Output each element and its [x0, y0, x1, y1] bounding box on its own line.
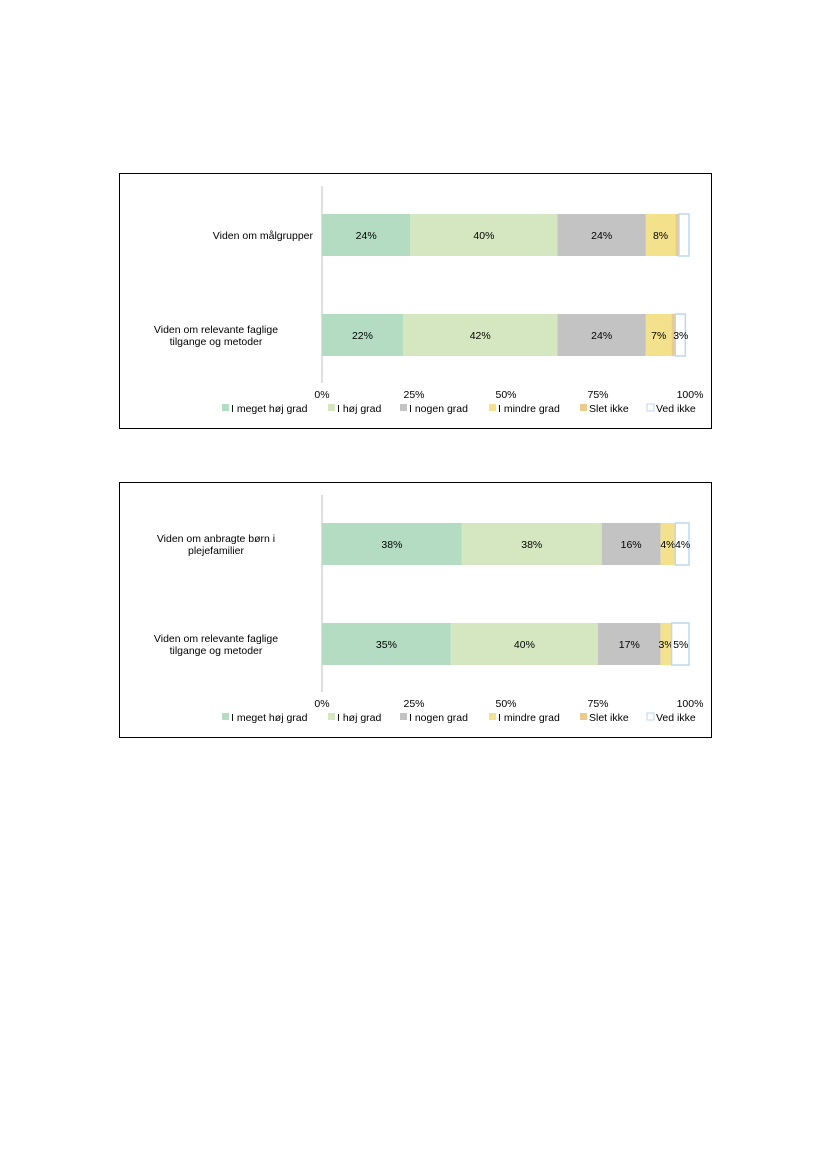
bar-segment-i-nogen-grad: [557, 314, 646, 356]
x-tick-label: 0%: [314, 698, 329, 710]
legend-label-i-hoj-grad: I høj grad: [337, 403, 382, 415]
data-label: 3%: [658, 639, 673, 651]
data-label: 38%: [381, 539, 402, 551]
category-label: Viden om målgrupper: [213, 230, 314, 242]
legend-label-ved-ikke: Ved ikke: [656, 403, 696, 415]
data-label: 8%: [653, 230, 668, 242]
bar-segment-ved-ikke: [670, 622, 690, 666]
data-label: 40%: [473, 230, 494, 242]
legend-swatch-i-hoj-grad: [328, 404, 335, 411]
legend-swatch-i-meget-hoj-grad: [222, 404, 229, 411]
bar-segment-ved-ikke: [674, 313, 687, 357]
chart-panel-1: Viden om målgrupper 24% 40% 24% 8% Viden om r…: [119, 173, 712, 429]
x-tick-label: 75%: [587, 698, 608, 710]
legend-swatch-i-nogen-grad: [400, 404, 407, 411]
data-label: 7%: [651, 330, 666, 342]
bar-segment-ved-ikke: [678, 213, 690, 257]
data-label: 17%: [619, 639, 640, 651]
bar-segment-i-hoj-grad: [461, 523, 602, 565]
data-label: 22%: [352, 330, 373, 342]
legend-swatch-slet-ikke: [580, 404, 587, 411]
bar-segment-i-meget-hoj-grad: [322, 214, 411, 256]
data-label: 35%: [376, 639, 397, 651]
bar-segment-i-mindre-grad: [645, 214, 676, 256]
bar-segment-i-mindre-grad: [660, 523, 676, 565]
legend-swatch-i-nogen-grad: [400, 713, 407, 720]
legend-label-i-nogen-grad: I nogen grad: [409, 403, 468, 415]
data-label: 24%: [356, 230, 377, 242]
legend-label-i-hoj-grad: I høj grad: [337, 712, 382, 724]
bar-segment-i-meget-hoj-grad: [322, 623, 451, 665]
x-tick-label: 100%: [677, 698, 704, 710]
bar-segment-i-hoj-grad: [450, 623, 598, 665]
data-label: 5%: [673, 639, 688, 651]
bar-segment-i-meget-hoj-grad: [322, 523, 462, 565]
bar-segment-i-meget-hoj-grad: [322, 314, 403, 356]
data-label: 24%: [591, 230, 612, 242]
legend-swatch-ved-ikke: [646, 712, 655, 721]
x-tick-label: 50%: [495, 389, 516, 401]
bar-segment-slet-ikke: [671, 314, 676, 356]
bar-segment-i-hoj-grad: [410, 214, 558, 256]
legend-swatch-i-hoj-grad: [328, 713, 335, 720]
data-label: 3%: [673, 330, 688, 342]
x-tick-label: 50%: [495, 698, 516, 710]
category-label: Viden om anbragte børn i plejefamilier: [157, 533, 275, 557]
legend-label-i-meget-hoj-grad: I meget høj grad: [231, 403, 308, 415]
stacked-bar-chart-1: Viden om målgrupper 24% 40% 24% 8% Viden om r…: [154, 186, 704, 415]
legend-label-ved-ikke: Ved ikke: [656, 712, 696, 724]
bar-segment-i-hoj-grad: [402, 314, 558, 356]
x-tick-label: 25%: [403, 698, 424, 710]
legend-swatch-ved-ikke: [646, 403, 655, 412]
data-label: 38%: [521, 539, 542, 551]
legend-swatch-i-mindre-grad: [489, 713, 496, 720]
x-tick-label: 100%: [677, 389, 704, 401]
bar-segment-slet-ikke: [675, 214, 679, 256]
data-label: 24%: [591, 330, 612, 342]
data-label: 16%: [621, 539, 642, 551]
legend-swatch-i-mindre-grad: [489, 404, 496, 411]
data-label: 40%: [514, 639, 535, 651]
bar-segment-i-mindre-grad: [660, 623, 672, 665]
x-tick-label: 0%: [314, 389, 329, 401]
chart-panel-2: Viden om anbragte børn i plejefamilier 38%…: [119, 482, 712, 738]
legend-swatch-slet-ikke: [580, 713, 587, 720]
bar-segment-i-nogen-grad: [557, 214, 646, 256]
data-label: 4%: [660, 539, 675, 551]
bar-segment-ved-ikke: [674, 522, 690, 566]
data-label: 4%: [675, 539, 690, 551]
x-tick-label: 25%: [403, 389, 424, 401]
legend-label-slet-ikke: Slet ikke: [589, 712, 629, 724]
legend-label-i-nogen-grad: I nogen grad: [409, 712, 468, 724]
category-label: Viden om relevante faglige tilgange og me…: [154, 324, 278, 348]
x-tick-label: 75%: [587, 389, 608, 401]
bar-segment-i-mindre-grad: [645, 314, 672, 356]
legend-label-i-mindre-grad: I mindre grad: [498, 403, 560, 415]
bar-segment-i-nogen-grad: [601, 523, 661, 565]
legend-label-i-meget-hoj-grad: I meget høj grad: [231, 712, 308, 724]
legend-label-i-mindre-grad: I mindre grad: [498, 712, 560, 724]
legend-label-slet-ikke: Slet ikke: [589, 403, 629, 415]
category-label: Viden om relevante faglige tilgange og me…: [154, 633, 278, 657]
stacked-bar-chart-2: Viden om anbragte børn i plejefamilier 38%…: [154, 495, 704, 724]
bar-segment-i-nogen-grad: [598, 623, 661, 665]
legend-swatch-i-meget-hoj-grad: [222, 713, 229, 720]
data-label: 42%: [470, 330, 491, 342]
